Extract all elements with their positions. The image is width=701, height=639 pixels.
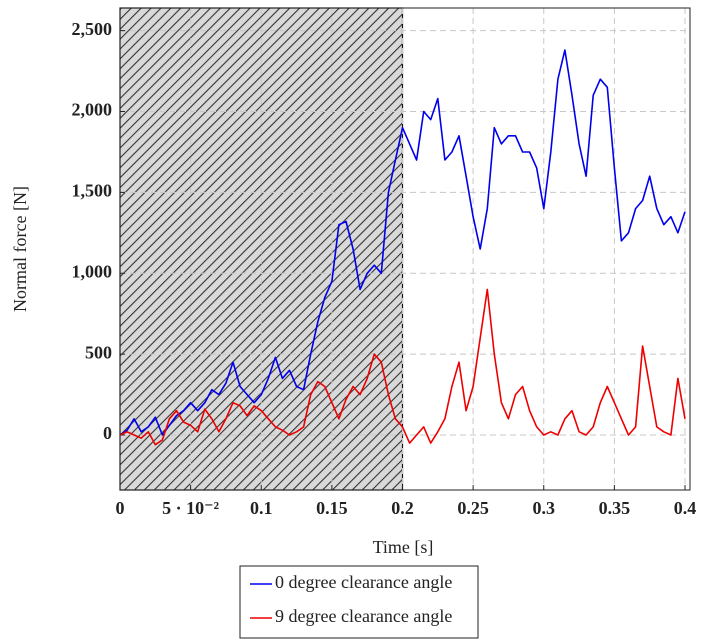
x-tick-label: 0.15	[316, 498, 348, 518]
x-axis-label: Time [s]	[373, 537, 434, 557]
data-line	[119, 288, 686, 446]
y-tick-label: 0	[103, 423, 112, 443]
x-tick-label: 0	[116, 498, 125, 518]
y-tick-label: 1,000	[72, 261, 113, 281]
x-tick-label: 0.3	[533, 498, 556, 518]
x-tick-label: 0.25	[457, 498, 489, 518]
legend-box	[239, 565, 479, 639]
y-axis-label: Normal force [N]	[10, 186, 30, 312]
y-tick-label: 1,500	[72, 181, 113, 201]
x-tick-label: 0.4	[674, 498, 697, 518]
x-tick-label: 5 · 10⁻²	[162, 498, 219, 518]
legend-label: 0 degree clearance angle	[275, 572, 452, 592]
y-tick-label: 500	[85, 342, 112, 362]
x-tick-label: 0.1	[250, 498, 273, 518]
data-line	[119, 49, 686, 436]
plot-frame	[119, 7, 691, 491]
x-tick-label: 0.35	[599, 498, 631, 518]
y-tick-label: 2,500	[72, 19, 113, 39]
y-tick-label: 2,000	[72, 100, 113, 120]
x-tick-label: 0.2	[391, 498, 414, 518]
legend-label: 9 degree clearance angle	[275, 606, 452, 626]
